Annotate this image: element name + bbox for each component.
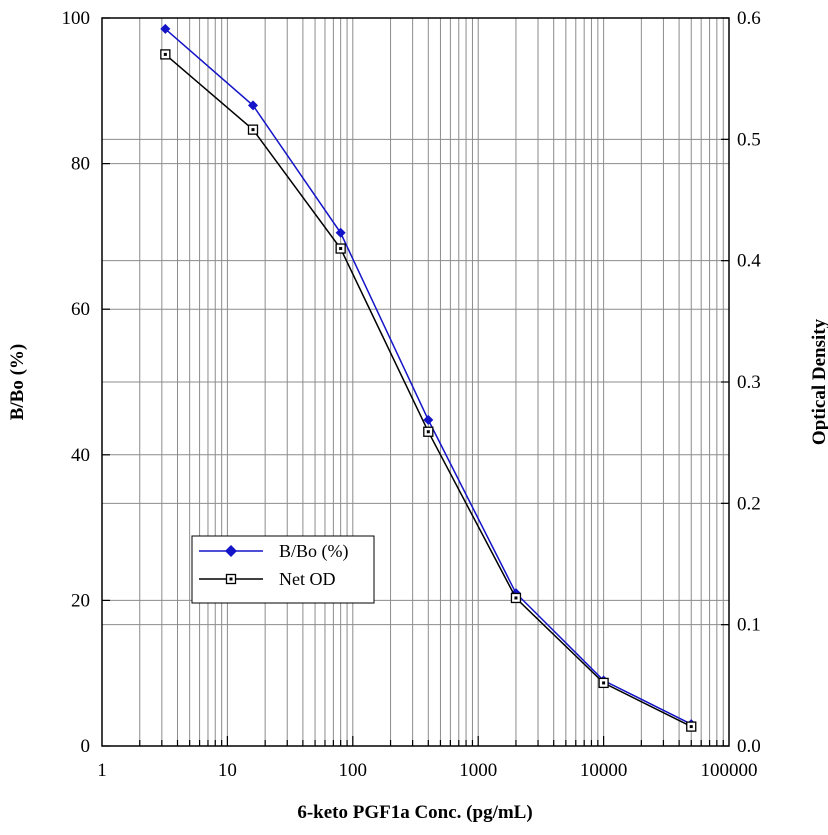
legend-box (191, 535, 375, 604)
x-tick-label: 100 (339, 760, 368, 781)
data-point-center (602, 681, 606, 685)
x-tick-label: 100000 (701, 760, 758, 781)
data-point-center (251, 128, 255, 132)
x-tick-label: 1 (97, 760, 107, 781)
y-axis-left-title: B/Bo (%) (7, 344, 28, 421)
data-point-center (163, 52, 167, 56)
x-tick-label: 1000 (459, 760, 497, 781)
legend-label-netod: Net OD (279, 569, 336, 589)
y-axis-right-title: Optical Density (809, 318, 828, 445)
x-axis-title: 6-keto PGF1a Conc. (pg/mL) (297, 802, 532, 823)
y-right-tick-label: 0.0 (737, 736, 761, 757)
axis-tick-labels: 1 10 100 1000 10000 100000 0 20 40 60 80 100 0.0 0.1 0… (62, 8, 762, 781)
data-point-center (514, 596, 518, 600)
y-left-tick-label: 80 (71, 154, 90, 175)
data-point (335, 227, 346, 238)
y-left-tick-label: 20 (71, 590, 90, 611)
y-right-tick-label: 0.6 (737, 8, 761, 29)
x-tick-label: 10 (218, 760, 237, 781)
y-left-tick-label: 40 (71, 445, 90, 466)
legend-label-bbo: B/Bo (%) (279, 541, 349, 562)
y-right-tick-label: 0.1 (737, 615, 761, 636)
data-point-center (689, 725, 693, 729)
data-point-center (426, 430, 430, 434)
legend: B/Bo (%) Net OD (191, 535, 375, 604)
grid (102, 18, 729, 746)
data-point (247, 100, 258, 111)
y-left-tick-label: 0 (81, 736, 91, 757)
data-point (423, 414, 434, 425)
y-right-tick-label: 0.4 (737, 251, 761, 272)
y-right-tick-label: 0.2 (737, 493, 761, 514)
y-right-tick-label: 0.5 (737, 129, 761, 150)
legend-marker-netod-dot (229, 577, 233, 581)
y-left-tick-label: 60 (71, 299, 90, 320)
x-tick-label: 10000 (580, 760, 628, 781)
data-point (160, 23, 171, 34)
data-point-center (339, 247, 343, 251)
axis-ticks (102, 17, 729, 747)
y-right-tick-label: 0.3 (737, 372, 761, 393)
series-group (160, 23, 697, 732)
y-left-tick-label: 100 (62, 8, 91, 29)
legend-marker-bbo (225, 545, 237, 557)
